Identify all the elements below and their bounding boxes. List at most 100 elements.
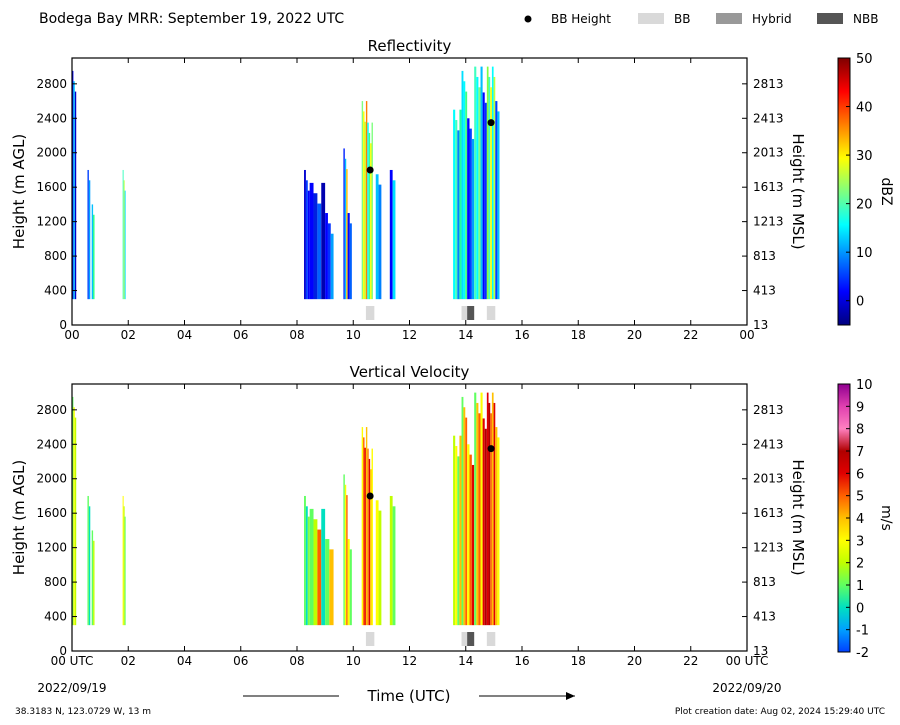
echo-cell [317, 203, 322, 300]
echo-cell [123, 506, 125, 626]
echo-cell [123, 180, 125, 300]
echo-cell [497, 111, 500, 300]
legend-swatch [716, 13, 742, 24]
echo-cell [461, 70, 464, 300]
x-tick-label: 06 [233, 654, 248, 668]
echo-cell [122, 495, 124, 626]
echo-cell [469, 454, 472, 626]
echo-cell [344, 158, 347, 300]
y-axis-label: Height (m AGL) [10, 134, 28, 249]
echo-cell [457, 456, 460, 626]
echo-cell [87, 169, 89, 300]
echo-cell [455, 120, 458, 300]
echo-cell [490, 413, 492, 626]
echo-cell [325, 213, 328, 300]
bb-class-box [365, 306, 375, 320]
echo-cell [88, 180, 91, 300]
echo-cell [367, 122, 369, 300]
echo-cell [325, 539, 330, 626]
echo-cell [375, 174, 379, 300]
colorbar-tick-label: 5 [856, 490, 864, 505]
echo-cell [476, 402, 479, 626]
y-tick-label: 0 [59, 318, 67, 332]
legend: BB Height BB Hybrid NBB [524, 12, 878, 26]
y-tick-label: 2800 [36, 403, 67, 417]
echo-cell [486, 66, 489, 300]
echo-cell [484, 428, 487, 626]
echo-cell [72, 396, 74, 626]
echo-cell [74, 417, 77, 626]
echo-cell [486, 392, 489, 626]
y2-tick-label: 1213 [753, 215, 784, 229]
y-tick-label: 2400 [36, 437, 67, 451]
echo-cell [378, 184, 382, 300]
echo-cell [365, 101, 368, 300]
bb-class-box [461, 632, 468, 646]
echo-cell [344, 484, 347, 626]
echo-cell [347, 539, 350, 626]
echo-cell [91, 204, 94, 300]
panel-title: Reflectivity [368, 37, 452, 55]
bb-class-box [461, 306, 468, 320]
y-tick-label: 2400 [36, 111, 67, 125]
echo-cell [491, 392, 494, 626]
x-tick-label: 12 [402, 654, 417, 668]
x-tick-label: 00 UTC [51, 654, 94, 668]
y2-tick-label: 413 [753, 284, 776, 298]
echo-cell [389, 495, 393, 626]
legend-label: BB [674, 12, 690, 26]
y-tick-label: 2000 [36, 146, 67, 160]
bb-class-box [365, 632, 375, 646]
colorbar [837, 57, 851, 326]
echo-cell [453, 109, 456, 300]
y2-tick-label: 2013 [753, 472, 784, 486]
echo-cell [365, 427, 368, 626]
echo-cell [317, 529, 322, 626]
echo-cell [343, 474, 345, 626]
colorbar-tick-label: 40 [856, 101, 873, 116]
y2-tick-label: 1213 [753, 541, 784, 555]
colorbar-tick-label: 8 [856, 423, 864, 438]
echo-cell [124, 190, 126, 300]
echo-cell [363, 437, 365, 626]
colorbar-tick-label: 6 [856, 467, 864, 482]
y2-tick-label: 2813 [753, 403, 784, 417]
echo-cell [73, 407, 75, 626]
y2-tick-label: 2013 [753, 146, 784, 160]
echo-cell [368, 458, 371, 626]
colorbar-tick-label: 7 [856, 445, 864, 460]
x-tick-label: 06 [233, 328, 248, 342]
y2-tick-label: 1613 [753, 506, 784, 520]
echo-cell [349, 549, 352, 626]
echo-cell [465, 417, 468, 626]
x-tick-label: 00 UTC [726, 654, 769, 668]
echo-cell [389, 169, 393, 300]
bb-class-box [467, 306, 475, 320]
y-tick-label: 400 [44, 284, 67, 298]
echo-cell [347, 213, 350, 300]
echo-cell [361, 427, 364, 626]
echo-cell [364, 447, 366, 626]
echo-cell [346, 495, 348, 626]
echo-cell [367, 448, 369, 626]
echo-cell [309, 182, 314, 300]
bb-class-box [467, 632, 475, 646]
x-axis-label: Time (UTC) [367, 687, 451, 705]
bb-class-box [486, 632, 496, 646]
echo-cell [122, 169, 124, 300]
echo-cell [459, 435, 462, 626]
echo-cell [491, 66, 494, 300]
bb-height-marker [487, 445, 495, 453]
echo-cell [469, 128, 472, 300]
x-tick-label: 00 [739, 328, 754, 342]
legend-label: Hybrid [752, 12, 792, 26]
x-tick-label: 18 [571, 654, 586, 668]
y2-tick-label: 2413 [753, 437, 784, 451]
echo-cell [93, 214, 95, 300]
colorbar-tick-label: 1 [856, 579, 864, 594]
time-arrow-head [566, 692, 575, 700]
echo-cell [467, 444, 470, 626]
echo-cell [463, 81, 466, 300]
echo-cell [478, 413, 481, 626]
